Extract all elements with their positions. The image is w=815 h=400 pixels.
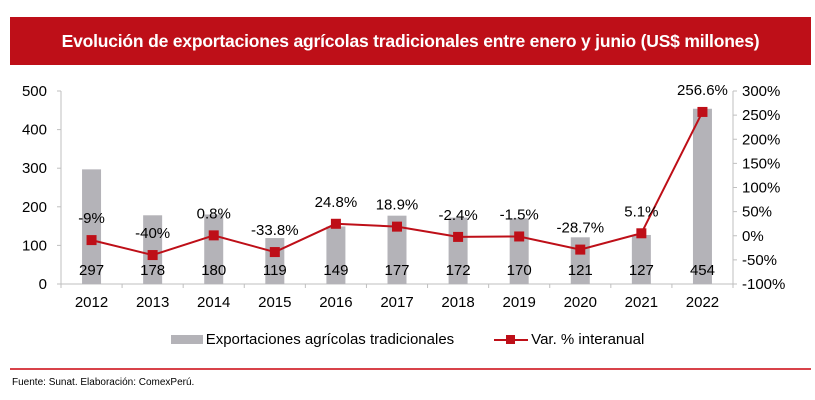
right-tick-label: -50% bbox=[742, 252, 777, 269]
line-marker bbox=[330, 218, 341, 229]
bar bbox=[692, 108, 712, 284]
line-marker bbox=[86, 235, 97, 246]
line-marker bbox=[269, 247, 280, 258]
left-tick-label: 200 bbox=[22, 199, 47, 216]
right-tick-label: 50% bbox=[742, 204, 772, 221]
bar-value-label: 127 bbox=[629, 262, 654, 279]
line-value-label: -9% bbox=[78, 210, 105, 227]
left-tick-label: 400 bbox=[22, 122, 47, 139]
bar-value-label: 172 bbox=[446, 262, 471, 279]
bar-value-label: 180 bbox=[201, 262, 226, 279]
legend-item-variation: Var. % interanual bbox=[494, 331, 644, 348]
bar-value-label: 177 bbox=[384, 262, 409, 279]
chart-title-bar: Evolución de exportaciones agrícolas tra… bbox=[10, 17, 811, 65]
legend-bar-swatch bbox=[170, 335, 203, 344]
line-value-label: -28.7% bbox=[557, 220, 605, 237]
line-marker bbox=[697, 106, 708, 117]
x-tick-label: 2017 bbox=[380, 294, 413, 311]
x-tick-label: 2018 bbox=[441, 294, 474, 311]
axes: 0 100 200 300 400 500 -100% -50% 0% 50% 100% 150% 20… bbox=[22, 83, 785, 311]
bar-value-label: 178 bbox=[140, 262, 165, 279]
right-tick-label: 300% bbox=[742, 83, 780, 100]
right-tick-label: 200% bbox=[742, 131, 780, 148]
bar-value-label: 297 bbox=[79, 262, 104, 279]
right-tick-label: 150% bbox=[742, 155, 780, 172]
line-value-label: -1.5% bbox=[500, 206, 539, 223]
line-marker bbox=[392, 221, 402, 232]
legend: Exportaciones agrícolas tradicionales Va… bbox=[0, 331, 815, 348]
legend-label-exports: Exportaciones agrícolas tradicionales bbox=[205, 331, 455, 348]
combo-chart: 0 100 200 300 400 500 -100% -50% 0% 50% 100% 150% 20… bbox=[22, 82, 785, 311]
line-marker bbox=[147, 250, 158, 261]
line-value-label: -33.8% bbox=[251, 222, 299, 239]
line-marker bbox=[453, 231, 464, 242]
x-tick-label: 2014 bbox=[197, 294, 230, 311]
bar-value-label: 121 bbox=[568, 262, 593, 279]
line-marker bbox=[208, 230, 219, 241]
x-tick-label: 2012 bbox=[75, 294, 108, 311]
bar bbox=[82, 169, 102, 284]
bar bbox=[326, 226, 346, 284]
right-tick-label: 0% bbox=[742, 228, 764, 245]
bar-value-label: 454 bbox=[690, 262, 715, 279]
line-value-label: 5.1% bbox=[624, 203, 658, 220]
left-tick-label: 500 bbox=[22, 83, 47, 100]
bar bbox=[387, 215, 407, 284]
divider bbox=[10, 368, 811, 370]
line-marker bbox=[636, 228, 647, 239]
x-tick-label: 2020 bbox=[564, 294, 597, 311]
x-tick-label: 2013 bbox=[136, 294, 169, 311]
line-marker bbox=[514, 231, 525, 242]
left-tick-label: 100 bbox=[22, 237, 47, 254]
legend-line-swatch bbox=[494, 335, 529, 344]
chart-title: Evolución de exportaciones agrícolas tra… bbox=[61, 30, 760, 51]
line-value-label: -40% bbox=[135, 225, 170, 242]
bar bbox=[631, 234, 651, 284]
legend-item-exports: Exportaciones agrícolas tradicionales bbox=[170, 331, 455, 348]
line-value-label: 256.6% bbox=[677, 82, 728, 99]
line-value-label: 24.8% bbox=[315, 194, 358, 211]
line-labels: -9% -40% 0.8% -33.8% 24.8% 18.9% -2.4% -1.5% -28… bbox=[78, 82, 728, 242]
right-tick-label: -100% bbox=[742, 276, 785, 293]
bar-value-label: 119 bbox=[263, 262, 287, 279]
source-note: Fuente: Sunat. Elaboración: ComexPerú. bbox=[12, 377, 195, 388]
left-tick-label: 300 bbox=[22, 160, 47, 177]
line-marker bbox=[575, 244, 586, 255]
x-tick-label: 2019 bbox=[502, 294, 535, 311]
x-tick-label: 2015 bbox=[258, 294, 291, 311]
right-tick-label: 250% bbox=[742, 107, 780, 124]
bar bbox=[143, 215, 163, 284]
legend-label-variation: Var. % interanual bbox=[531, 331, 645, 348]
bar-labels: 297 178 180 119 149 177 172 170 121 127 454 bbox=[79, 262, 715, 279]
x-tick-label: 2016 bbox=[319, 294, 352, 311]
left-tick-label: 0 bbox=[39, 276, 47, 293]
x-tick-label: 2021 bbox=[625, 294, 658, 311]
right-tick-label: 100% bbox=[742, 180, 780, 197]
line-value-label: 0.8% bbox=[197, 205, 231, 222]
line-value-label: 18.9% bbox=[376, 197, 419, 214]
bar-value-label: 170 bbox=[507, 262, 532, 279]
x-tick-label: 2022 bbox=[686, 294, 719, 311]
line-value-label: -2.4% bbox=[438, 207, 477, 224]
bar-value-label: 149 bbox=[323, 262, 348, 279]
line-series bbox=[86, 106, 708, 261]
